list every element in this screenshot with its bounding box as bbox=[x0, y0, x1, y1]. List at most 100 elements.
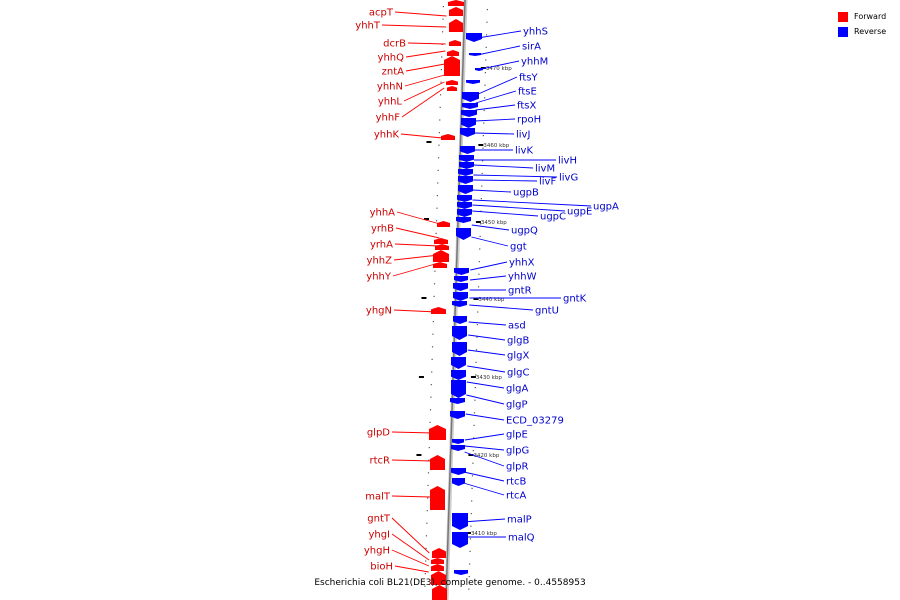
reverse-gene-glgx: glgX bbox=[467, 349, 529, 362]
flank-dot bbox=[430, 396, 432, 398]
forward-swatch bbox=[838, 11, 848, 22]
flank-dot bbox=[473, 424, 475, 426]
forward-gene bbox=[437, 221, 450, 227]
gene-label: gntK bbox=[563, 294, 587, 305]
reverse-gene-glpe: glpE bbox=[464, 430, 528, 441]
reverse-gene bbox=[458, 176, 473, 184]
reverse-gene-livf: livF bbox=[473, 177, 556, 188]
forward-gene-malt: malT bbox=[365, 492, 432, 503]
reverse-gene-livj: livJ bbox=[474, 130, 530, 141]
reverse-gene-yhhx: yhhX bbox=[470, 258, 535, 271]
reverse-gene bbox=[462, 92, 479, 102]
flank-dot bbox=[470, 513, 472, 515]
forward-gene-bioh: bioH bbox=[370, 562, 429, 573]
forward-gene bbox=[441, 134, 455, 140]
flank-dot bbox=[429, 409, 432, 411]
reverse-gene-glgc: glgC bbox=[467, 365, 529, 379]
reverse-gene bbox=[456, 217, 471, 223]
reverse-gene-glpr: glpR bbox=[464, 451, 528, 473]
gene-label: asd bbox=[508, 321, 526, 332]
flank-dot bbox=[428, 447, 430, 449]
flank-dot bbox=[428, 459, 430, 461]
scale-minor-tick bbox=[426, 141, 432, 143]
flank-dot bbox=[435, 232, 437, 234]
reverse-gene bbox=[451, 370, 466, 380]
leader-line bbox=[405, 63, 446, 72]
flank-dot bbox=[470, 525, 472, 527]
reverse-gene bbox=[466, 80, 480, 84]
genome-title: Escherichia coli BL21(DE3), complete gen… bbox=[314, 578, 586, 588]
reverse-gene-yhhw: yhhW bbox=[469, 272, 537, 283]
leader-line bbox=[381, 24, 447, 28]
leader-line bbox=[473, 179, 538, 182]
leader-line bbox=[403, 81, 445, 102]
reverse-gene-gntu: gntU bbox=[469, 304, 559, 317]
scale-tick-label: 3450 kbp bbox=[481, 220, 507, 226]
reverse-gene-livg: livG bbox=[473, 173, 578, 184]
reverse-gene-ggt: ggt bbox=[471, 236, 527, 253]
gene-label: ftsY bbox=[519, 73, 538, 84]
leader-line bbox=[473, 174, 558, 178]
scale-tick-label: 3440 kbp bbox=[478, 297, 504, 303]
gene-label: malQ bbox=[508, 533, 535, 544]
scale-tick bbox=[475, 221, 481, 223]
reverse-gene-ugpq: ugpQ bbox=[471, 224, 538, 237]
reverse-gene-ugpb: ugpB bbox=[472, 188, 539, 199]
gene-label: glgB bbox=[507, 336, 529, 347]
reverse-gene bbox=[452, 532, 468, 548]
reverse-gene-glgb: glgB bbox=[468, 334, 529, 347]
flank-dot bbox=[442, 18, 444, 20]
reverse-gene-ftsy: ftsY bbox=[475, 73, 538, 96]
flank-dot bbox=[429, 421, 431, 423]
gene-label: glpR bbox=[506, 462, 528, 473]
flank-dot bbox=[432, 333, 434, 335]
leader-line bbox=[404, 74, 445, 87]
flank-dot bbox=[476, 336, 478, 338]
leader-line bbox=[476, 60, 520, 71]
flank-dot bbox=[437, 157, 440, 159]
leader-line bbox=[394, 243, 440, 247]
forward-gene bbox=[431, 571, 446, 585]
forward-gene-yhgh: yhgH bbox=[364, 546, 430, 567]
genome-backbone bbox=[424, 0, 489, 600]
leader-line bbox=[472, 199, 592, 207]
gene-label: glgX bbox=[507, 351, 529, 362]
gene-label: dcrB bbox=[383, 39, 406, 50]
flank-dot bbox=[480, 198, 482, 200]
gene-label: rtcA bbox=[506, 491, 527, 502]
forward-gene-yhhk: yhhK bbox=[374, 130, 443, 141]
flank-dot bbox=[479, 235, 481, 237]
forward-gene-yrha: yrhA bbox=[370, 240, 440, 251]
scale-tick bbox=[465, 532, 471, 534]
leader-line bbox=[463, 482, 505, 496]
leader-line bbox=[401, 87, 445, 118]
reverse-gene bbox=[451, 357, 466, 369]
reverse-gene bbox=[462, 103, 478, 109]
gene-label: ECD_03279 bbox=[506, 416, 564, 427]
reverse-gene bbox=[450, 398, 465, 404]
leader-line bbox=[477, 30, 522, 39]
flank-dot bbox=[424, 585, 426, 587]
forward-gene-yhht: yhhT bbox=[355, 21, 447, 32]
flank-dot bbox=[437, 169, 439, 171]
leader-line bbox=[472, 204, 566, 212]
gene-label: glgP bbox=[506, 400, 528, 411]
leader-line bbox=[469, 275, 507, 281]
flank-dot bbox=[440, 69, 442, 71]
leader-line bbox=[391, 459, 433, 462]
flank-dot bbox=[471, 487, 473, 489]
forward-gene bbox=[433, 250, 449, 262]
reverse-gene-livh: livH bbox=[473, 156, 577, 167]
gene-label: yhgH bbox=[364, 546, 390, 557]
reverse-gene-yhhm: yhhM bbox=[476, 57, 548, 71]
reverse-gene bbox=[457, 202, 472, 209]
forward-gene-yhhz: yhhZ bbox=[367, 254, 439, 267]
reverse-gene-ecd-03279: ECD_03279 bbox=[465, 413, 564, 427]
flank-dot bbox=[426, 522, 428, 524]
flank-dot bbox=[442, 31, 444, 33]
flank-dot bbox=[476, 324, 478, 326]
forward-gene bbox=[430, 455, 445, 470]
legend-label-forward: Forward bbox=[854, 12, 887, 21]
forward-gene-yhhq: yhhQ bbox=[378, 50, 446, 64]
forward-gene bbox=[444, 56, 460, 76]
